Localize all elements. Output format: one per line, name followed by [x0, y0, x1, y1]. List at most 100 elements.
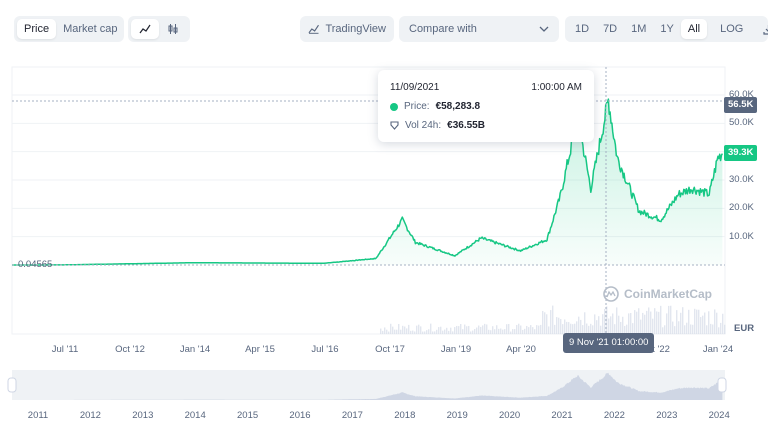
volume-bar [394, 329, 396, 334]
volume-bar [638, 308, 640, 334]
volume-bar [572, 324, 574, 334]
volume-bar [446, 327, 448, 334]
tooltip-vol-value: €36.55B [447, 120, 485, 131]
volume-bar [388, 331, 390, 334]
tab-market-cap[interactable]: Market cap [63, 23, 118, 35]
volume-bar [588, 325, 590, 334]
volume-bar [658, 311, 660, 334]
volume-bar [648, 307, 650, 334]
volume-bar [700, 317, 702, 334]
volume-bar [402, 325, 404, 334]
volume-bar [582, 325, 584, 334]
navigator-year-label: 2022 [603, 410, 625, 421]
coinmarketcap-watermark: CoinMarketCap [603, 286, 712, 302]
navigator-handle-right[interactable] [717, 377, 727, 393]
volume-bar [640, 319, 642, 334]
price-tooltip: 11/09/2021 1:00:00 AM Price: €58,283.8 V… [378, 70, 594, 142]
volume-bar [444, 329, 446, 334]
y-tick-label: 60.0K [729, 89, 754, 100]
volume-bar [636, 311, 638, 334]
range-1y[interactable]: 1Y [660, 23, 674, 35]
y-tick-label: 10.0K [729, 230, 754, 242]
volume-bar [448, 330, 450, 334]
volume-bar [414, 331, 416, 334]
volume-bar [380, 328, 382, 334]
volume-bar [526, 325, 528, 334]
x-tick-label: Apr '15 [245, 344, 275, 355]
volume-bar [664, 325, 666, 334]
download-button[interactable] [756, 19, 768, 39]
volume-bar [676, 310, 678, 334]
currency-label: EUR [734, 323, 755, 334]
volume-bar [592, 325, 594, 334]
volume-bar [632, 323, 634, 334]
volume-bar [602, 314, 604, 334]
volume-bar [626, 324, 628, 334]
volume-bar [440, 326, 442, 334]
x-tick-label: Jul '11 [51, 344, 79, 355]
tooltip-price-row: Price: €58,283.8 [390, 101, 480, 112]
volume-bar [568, 322, 570, 334]
candlestick-button[interactable] [159, 19, 187, 39]
tab-price[interactable]: Price [17, 19, 57, 39]
volume-bar [564, 319, 566, 334]
volume-bar [600, 325, 602, 334]
volume-bar [584, 312, 586, 334]
tradingview-button[interactable]: TradingView [300, 16, 394, 42]
volume-bar [642, 312, 644, 334]
x-tick-label: Oct '12 [115, 344, 145, 355]
volume-bar [408, 324, 410, 334]
volume-bar [684, 325, 686, 334]
volume-bar [672, 321, 674, 334]
volume-bar [548, 326, 550, 334]
volume-bar [680, 312, 682, 334]
navigator-year-label: 2017 [341, 410, 363, 421]
volume-bar [574, 323, 576, 334]
plot-frame [11, 66, 726, 335]
range-7d[interactable]: 7D [603, 23, 618, 35]
navigator-year-label: 2019 [446, 410, 468, 421]
volume-bar [578, 316, 580, 334]
range-1m[interactable]: 1M [631, 23, 647, 35]
price-dot-icon [390, 102, 398, 111]
price-area [12, 99, 723, 265]
y-tick-label: 20.0K [729, 202, 754, 214]
navigator-year-label: 2024 [708, 410, 730, 421]
volume-bar [436, 329, 438, 334]
x-tick-label: Jan '19 [440, 344, 472, 355]
range-1d[interactable]: 1D [575, 23, 590, 35]
volume-bar [538, 325, 540, 334]
navigator-area [12, 372, 723, 400]
volume-bar [720, 322, 722, 334]
volume-bar [472, 330, 474, 334]
volume-bars [380, 305, 726, 334]
watermark-text: CoinMarketCap [624, 287, 713, 301]
volume-bar [428, 329, 430, 334]
volume-bar [466, 326, 468, 334]
tooltip-volume-row: Vol 24h: €36.55B [390, 120, 485, 131]
navigator-handle-left[interactable] [7, 377, 17, 393]
volume-bar [718, 327, 720, 334]
volume-bar [580, 319, 582, 334]
volume-bar [500, 328, 502, 334]
volume-bar [390, 323, 392, 334]
range-all[interactable]: All [680, 19, 708, 39]
log-toggle[interactable]: LOG [720, 23, 744, 35]
volume-bar [634, 310, 636, 334]
volume-bar [556, 317, 558, 334]
x-tick-label: Jul '16 [311, 344, 339, 355]
line-chart-button[interactable] [131, 19, 159, 39]
compare-with-select[interactable]: Compare with [399, 16, 559, 42]
navigator-year-label: 2018 [394, 410, 416, 421]
volume-bar [522, 329, 524, 334]
navigator-year-label: 2011 [27, 410, 49, 421]
volume-bar [452, 331, 454, 334]
volume-bar [540, 324, 542, 334]
x-tick-label: Oct '22 [640, 344, 670, 355]
navigator-year-label: 2023 [656, 410, 678, 421]
volume-bar [558, 317, 560, 334]
tooltip-date: 11/09/2021 [390, 82, 440, 93]
navigator-year-label: 2021 [551, 410, 573, 421]
volume-bar [544, 312, 546, 334]
